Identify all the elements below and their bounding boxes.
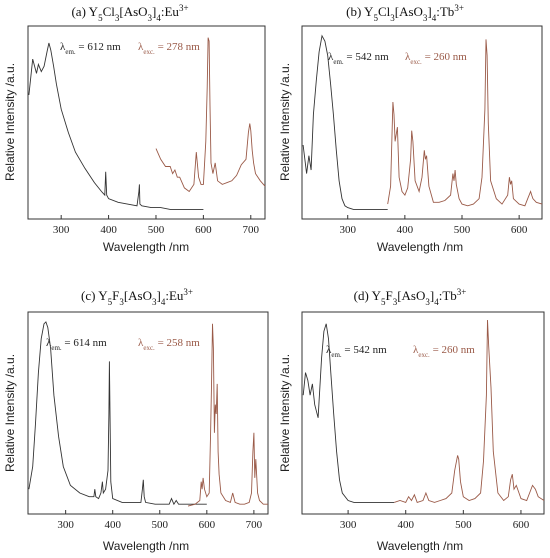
panel-b-frame [301,25,543,220]
panel-b: (b) Y5Cl3[AsO3]4:Tb3+ 300 400 500 600 Wavel… [278,3,543,254]
panel-b-ylabel: Relative Intensity /a.u. [278,63,292,181]
panel-c-xlabel: Wavelength /nm [103,539,189,553]
panel-d-exc-label: λexc. = 260 nm [413,344,475,359]
panel-b-title: (b) Y5Cl3[AsO3]4:Tb3+ [346,3,464,23]
panel-b-xlabel: Wavelength /nm [377,240,463,254]
panel-a-emission-spectrum [28,42,204,210]
panel-a-x-tick-label: 300 [53,224,70,236]
panel-a-xlabel: Wavelength /nm [103,240,189,254]
panel-d-em-label: λem. = 542 nm [326,344,387,359]
panel-c-x-tick-label: 400 [104,519,121,531]
panel-a-excitation-spectrum [155,37,266,193]
panel-c-x-tick-label: 700 [246,519,263,531]
panel-b-em-label: λem. = 542 nm [328,51,389,66]
panel-d-x-tick-label: 400 [397,519,414,531]
panel-d-excitation-spectrum [394,319,545,503]
panel-c-frame [27,311,269,515]
panel-c-axes: 300 400 500 600 700 [57,510,263,531]
panel-a-x-tick-label: 700 [243,224,260,236]
panel-b-axes: 300 400 500 600 [339,215,528,236]
panel-d-frame [301,311,545,515]
panel-d-x-tick-label: 300 [340,519,357,531]
panel-b-exc-label: λexc. = 260 nm [405,51,467,66]
panel-c-x-tick-label: 500 [152,519,169,531]
panel-c-x-tick-label: 600 [199,519,216,531]
panel-a: (a) Y5Cl3[AsO3]4:Eu3+ 300 400 500 600 700 Wa… [3,3,266,254]
panel-c-emission-spectrum [28,321,207,506]
panel-c-title: (c) Y5F3[AsO3]4:Eu3+ [81,287,193,307]
panel-b-x-tick-label: 300 [339,224,356,236]
panel-c-ylabel: Relative Intensity /a.u. [3,354,17,472]
panel-d-x-tick-label: 600 [513,519,530,531]
panel-a-em-label: λem. = 612 nm [60,41,121,56]
panel-d-xlabel: Wavelength /nm [377,539,463,553]
panel-c-excitation-spectrum [187,323,268,507]
panel-c-x-tick-label: 300 [57,519,74,531]
panel-a-ylabel: Relative Intensity /a.u. [3,63,17,181]
panel-a-x-tick-label: 600 [195,224,212,236]
panel-c: (c) Y5F3[AsO3]4:Eu3+ 300 400 500 600 700 Wav… [3,287,269,553]
panel-a-frame [27,25,266,220]
panel-d: (d) Y5F3[AsO3]4:Tb3+ 300 400 500 600 Wavele… [278,287,545,553]
panel-b-excitation-spectrum [387,39,543,207]
panel-d-title: (d) Y5F3[AsO3]4:Tb3+ [354,287,467,307]
panel-c-em-label: λem. = 614 nm [46,337,107,352]
panel-b-x-tick-label: 600 [511,224,528,236]
panel-a-title: (a) Y5Cl3[AsO3]4:Eu3+ [71,3,188,23]
panel-a-x-tick-label: 400 [100,224,117,236]
panel-b-x-tick-label: 400 [397,224,414,236]
panel-a-x-tick-label: 500 [148,224,165,236]
panel-a-exc-label: λexc. = 278 nm [138,41,200,56]
panel-b-emission-spectrum [302,34,388,210]
panel-b-x-tick-label: 500 [454,224,471,236]
panel-d-axes: 300 400 500 600 [340,510,530,531]
panel-d-x-tick-label: 500 [455,519,472,531]
panel-d-emission-spectrum [302,323,395,503]
panel-a-axes: 300 400 500 600 700 [53,215,260,236]
panel-d-ylabel: Relative Intensity /a.u. [278,354,292,472]
panel-c-exc-label: λexc. = 258 nm [138,337,200,352]
